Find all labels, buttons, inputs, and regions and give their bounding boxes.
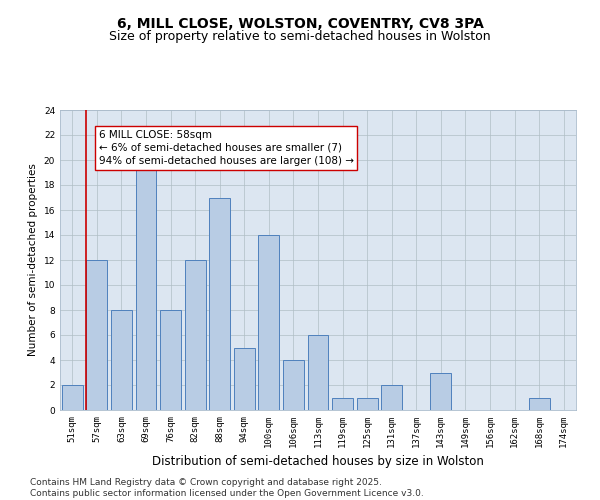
Bar [86, 260, 107, 410]
Bar [283, 360, 304, 410]
Y-axis label: Number of semi-detached properties: Number of semi-detached properties [28, 164, 38, 356]
Bar [111, 310, 132, 410]
Bar [136, 160, 157, 410]
Bar [529, 398, 550, 410]
Bar [430, 372, 451, 410]
Bar [332, 398, 353, 410]
Text: 6 MILL CLOSE: 58sqm
← 6% of semi-detached houses are smaller (7)
94% of semi-det: 6 MILL CLOSE: 58sqm ← 6% of semi-detache… [98, 130, 354, 166]
Bar [62, 385, 83, 410]
Bar [356, 398, 377, 410]
Bar [381, 385, 402, 410]
X-axis label: Distribution of semi-detached houses by size in Wolston: Distribution of semi-detached houses by … [152, 456, 484, 468]
Text: Contains HM Land Registry data © Crown copyright and database right 2025.
Contai: Contains HM Land Registry data © Crown c… [30, 478, 424, 498]
Bar [209, 198, 230, 410]
Bar [185, 260, 206, 410]
Bar [308, 335, 328, 410]
Bar [160, 310, 181, 410]
Bar [234, 348, 255, 410]
Bar [259, 235, 280, 410]
Text: Size of property relative to semi-detached houses in Wolston: Size of property relative to semi-detach… [109, 30, 491, 43]
Text: 6, MILL CLOSE, WOLSTON, COVENTRY, CV8 3PA: 6, MILL CLOSE, WOLSTON, COVENTRY, CV8 3P… [116, 18, 484, 32]
